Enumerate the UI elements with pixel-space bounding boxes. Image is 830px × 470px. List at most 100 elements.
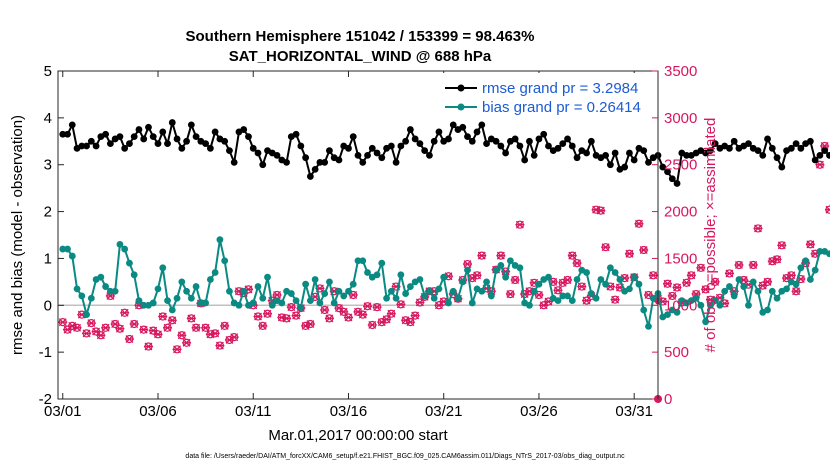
legend-bias-label: bias grand pr = 0.26414 — [482, 99, 641, 116]
possible-marker — [472, 271, 482, 280]
bias-point — [806, 276, 814, 283]
rmse-point — [168, 119, 176, 126]
possible-marker — [344, 313, 353, 322]
bias-point — [159, 264, 167, 272]
rmse-point — [106, 140, 114, 148]
rmse-point — [397, 142, 405, 150]
rmse-point — [645, 158, 652, 166]
bias-series — [59, 236, 830, 330]
rmse-point — [826, 151, 830, 159]
possible-marker — [187, 314, 196, 323]
left-tick-label: 5 — [44, 63, 52, 80]
bias-point — [126, 259, 133, 267]
rmse-point — [178, 144, 186, 152]
rmse-point — [611, 149, 619, 157]
x-axis-label: Mar.01,2017 00:00:00 start — [268, 427, 448, 444]
possible-marker — [634, 219, 644, 228]
rmse-point — [640, 147, 648, 155]
bias-point — [692, 294, 700, 302]
bias-point — [592, 294, 600, 302]
bias-point — [83, 311, 90, 319]
bias-point — [502, 273, 510, 281]
rmse-point — [92, 142, 100, 150]
rmse-point — [83, 142, 90, 150]
possible-marker — [391, 282, 401, 291]
bias-point — [573, 276, 581, 283]
rmse-point — [792, 140, 800, 148]
rmse-point — [311, 166, 319, 173]
right-tick-label: 2500 — [664, 157, 697, 174]
rmse-point — [349, 133, 357, 141]
bias-point — [792, 280, 800, 288]
possible-marker — [382, 315, 391, 324]
left-tick-label: 0 — [44, 297, 52, 314]
rmse-point — [373, 149, 381, 157]
bias-point — [754, 287, 762, 295]
bias-point — [716, 301, 724, 309]
rmse-point — [302, 154, 310, 162]
left-y-axis-ticks: -2 -1 0 1 2 3 4 5 — [39, 63, 64, 408]
rmse-point — [659, 163, 667, 171]
rmse-point — [364, 151, 371, 159]
bias-point — [449, 287, 457, 295]
rmse-point — [316, 158, 324, 166]
possible-marker — [182, 338, 191, 347]
rmse-point — [221, 137, 229, 145]
possible-marker — [625, 249, 634, 258]
possible-marker — [368, 320, 377, 330]
bias-point — [611, 269, 619, 276]
bias-point — [359, 257, 367, 265]
bias-point — [226, 287, 233, 295]
chart-title: Southern Hemisphere 151042 / 153399 = 98… — [186, 28, 535, 45]
possible-marker — [591, 205, 601, 214]
bias-point — [240, 287, 248, 295]
bias-point — [354, 257, 362, 265]
possible-marker — [511, 275, 520, 285]
x-tick-label: 03/06 — [139, 403, 177, 420]
bias-point — [154, 285, 162, 293]
bias-point — [673, 308, 681, 316]
rmse-point — [711, 140, 719, 148]
bias-point — [559, 292, 567, 300]
bias-point — [311, 276, 319, 283]
possible-marker — [672, 283, 682, 292]
bias-point — [440, 273, 448, 281]
bias-point — [316, 299, 324, 307]
bias-point — [345, 287, 352, 295]
rmse-point — [126, 140, 133, 148]
right-tick-label: 0 — [664, 391, 672, 408]
bias-point — [106, 287, 114, 295]
rmse-point — [492, 137, 500, 145]
rmse-point — [811, 156, 819, 164]
left-tick-label: 3 — [44, 157, 52, 174]
bias-point — [302, 280, 310, 288]
rmse-point — [283, 158, 290, 166]
bias-point — [364, 269, 371, 276]
bias-point — [187, 294, 195, 302]
rmse-point — [78, 142, 86, 150]
possible-marker — [553, 286, 563, 295]
bias-point — [168, 306, 176, 314]
rmse-point — [459, 123, 467, 131]
right-y-axis-label: # of obs: o=possible; ×=assimilated — [702, 118, 719, 353]
rmse-point — [435, 128, 443, 136]
bias-point — [421, 292, 429, 300]
possible-marker — [263, 309, 272, 318]
bias-point — [254, 283, 262, 290]
rmse-point — [778, 163, 786, 171]
rmse-point — [602, 151, 610, 159]
rmse-point — [87, 137, 95, 145]
rmse-point — [626, 149, 633, 157]
bias-point — [768, 287, 776, 295]
possible-marker — [515, 220, 525, 229]
rmse-point — [621, 163, 629, 171]
rmse-point — [354, 151, 362, 159]
rmse-point — [254, 149, 262, 157]
rmse-point — [402, 137, 410, 145]
x-tick-label: 03/16 — [330, 403, 368, 420]
bias-point — [321, 290, 329, 297]
left-tick-label: 2 — [44, 204, 52, 221]
bias-point — [764, 306, 771, 314]
rmse-point — [445, 135, 452, 143]
possible-marker — [168, 316, 177, 325]
